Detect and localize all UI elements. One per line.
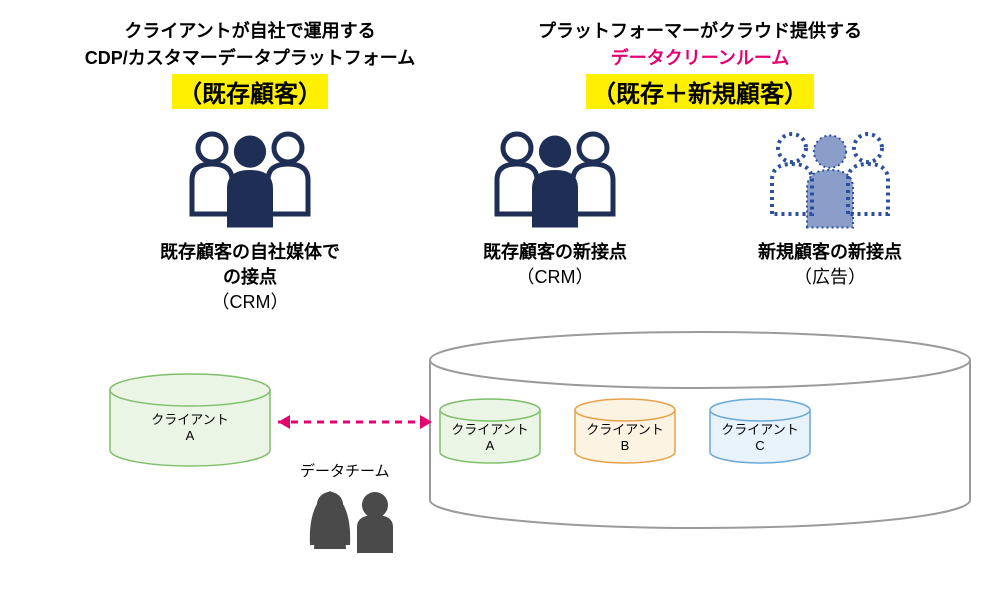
svg-text:A: A (486, 438, 495, 453)
people-dotted-icon (750, 124, 910, 234)
right-people-group-a: 既存顧客の新接点 （CRM） (445, 110, 665, 290)
right-header: プラットフォーマーがクラウド提供する データクリーンルーム （既存＋新規顧客） (430, 18, 970, 109)
team-label: データチーム (300, 460, 390, 481)
people-solid-icon (170, 124, 330, 234)
left-header-line1: クライアントが自社で運用する (80, 18, 420, 45)
svg-text:クライアント: クライアント (151, 412, 228, 427)
right-a-caption2: （CRM） (445, 265, 665, 290)
right-badge: （既存＋新規顧客） (586, 74, 814, 109)
right-b-caption2: （広告） (720, 265, 940, 290)
bottom-diagram: クライアントAクライアントAクライアントBクライアントC (0, 320, 1000, 600)
svg-text:クライアント: クライアント (586, 422, 663, 437)
left-people-group: 既存顧客の自社媒体での接点 （CRM） (160, 110, 340, 316)
left-caption2: （CRM） (160, 290, 340, 315)
left-badge: （既存顧客） (172, 74, 328, 109)
right-people-group-b: 新規顧客の新接点 （広告） (720, 110, 940, 290)
right-b-caption1: 新規顧客の新接点 (720, 240, 940, 265)
right-a-caption1: 既存顧客の新接点 (445, 240, 665, 265)
left-header: クライアントが自社で運用する CDP/カスタマーデータプラットフォーム （既存顧… (80, 18, 420, 109)
left-caption1: 既存顧客の自社媒体での接点 (160, 240, 340, 290)
svg-text:クライアント: クライアント (721, 422, 798, 437)
svg-text:C: C (755, 438, 764, 453)
left-header-line2: CDP/カスタマーデータプラットフォーム (80, 45, 420, 72)
svg-text:B: B (621, 438, 630, 453)
people-solid-icon (475, 124, 635, 234)
svg-text:A: A (186, 428, 195, 443)
svg-text:クライアント: クライアント (451, 422, 528, 437)
right-header-line2: データクリーンルーム (430, 45, 970, 72)
right-header-line1: プラットフォーマーがクラウド提供する (430, 18, 970, 45)
